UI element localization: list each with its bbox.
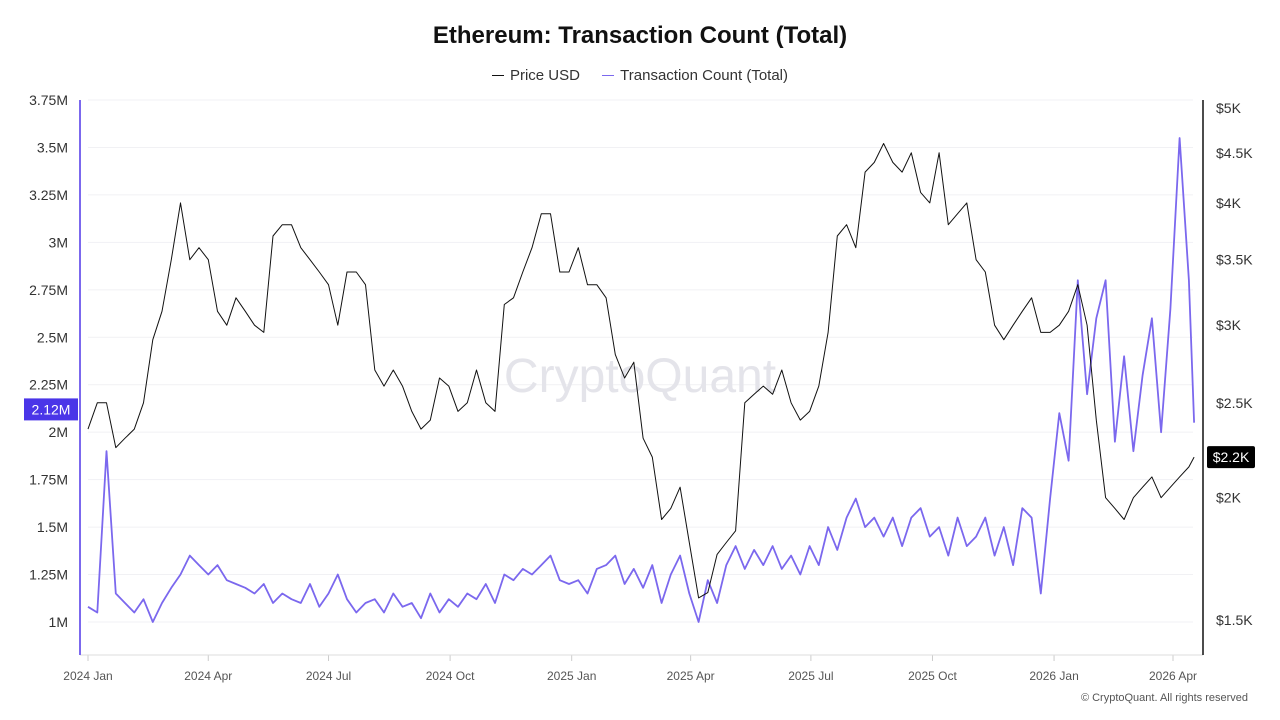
- x-tick-label: 2024 Jan: [63, 669, 112, 683]
- y-left-tick-label: 1.75M: [29, 472, 68, 488]
- y-left-tick-label: 2.5M: [37, 329, 68, 345]
- x-tick-label: 2024 Apr: [184, 669, 232, 683]
- legend: Price USD Transaction Count (Total): [0, 63, 1280, 84]
- series-line-price-usd: [87, 143, 1195, 599]
- y-left-tick-label: 1.5M: [37, 519, 68, 535]
- chart-title: Ethereum: Transaction Count (Total): [432, 22, 848, 49]
- current-tx-badge: [24, 398, 78, 421]
- y-right-tick-label: $5K: [1216, 100, 1242, 116]
- series-line-transaction-count: [87, 137, 1195, 623]
- y-left-tick-label: 3M: [49, 234, 68, 250]
- watermark: CryptoQuant: [504, 350, 776, 403]
- current-price-badge: [1207, 446, 1255, 469]
- x-tick-label: 2024 Jul: [306, 669, 351, 683]
- current-tx-badge-label: 2.12M: [32, 401, 71, 417]
- y-right-tick-label: $3K: [1216, 317, 1242, 333]
- x-tick-label: 2024 Oct: [426, 669, 475, 683]
- legend-swatch-price: [491, 74, 504, 76]
- y-right-tick-label: $4K: [1216, 195, 1242, 211]
- copyright-footer: © CryptoQuant. All rights reserved: [1080, 692, 1248, 704]
- y-left-tick-label: 3.5M: [37, 139, 68, 155]
- y-right-tick-label: $1.5K: [1216, 612, 1253, 628]
- y-left-tick-label: 2.25M: [29, 377, 68, 393]
- y-left-tick-label: 1M: [49, 614, 68, 630]
- y-right-tick-label: $3.5K: [1216, 252, 1253, 268]
- y-left-tick-label: 3.75M: [29, 92, 68, 108]
- y-left-tick-label: 2M: [49, 424, 68, 440]
- legend-item-price[interactable]: Price USD: [491, 66, 580, 84]
- x-tick-label: 2026 Apr: [1149, 669, 1197, 683]
- legend-label: Transaction Count (Total): [620, 66, 789, 84]
- y-left-tick-label: 1.25M: [29, 567, 68, 583]
- y-left-tick-label: 2.75M: [29, 282, 68, 298]
- x-tick-label: 2025 Jul: [788, 669, 833, 683]
- y-right-tick-label: $2.5K: [1216, 395, 1253, 411]
- current-price-badge-label: $2.2K: [1213, 449, 1250, 465]
- x-tick-label: 2025 Oct: [908, 669, 957, 683]
- x-tick-label: 2025 Jan: [547, 669, 596, 683]
- x-tick-label: 2025 Apr: [667, 669, 715, 683]
- legend-swatch-tx: [602, 74, 615, 76]
- y-left-tick-label: 3.25M: [29, 187, 68, 203]
- legend-label: Price USD: [509, 66, 580, 84]
- legend-item-tx[interactable]: Transaction Count (Total): [602, 67, 788, 84]
- y-right-tick-label: $2K: [1216, 490, 1242, 506]
- x-tick-label: 2026 Jan: [1029, 669, 1078, 683]
- y-right-tick-label: $4.5K: [1216, 145, 1253, 161]
